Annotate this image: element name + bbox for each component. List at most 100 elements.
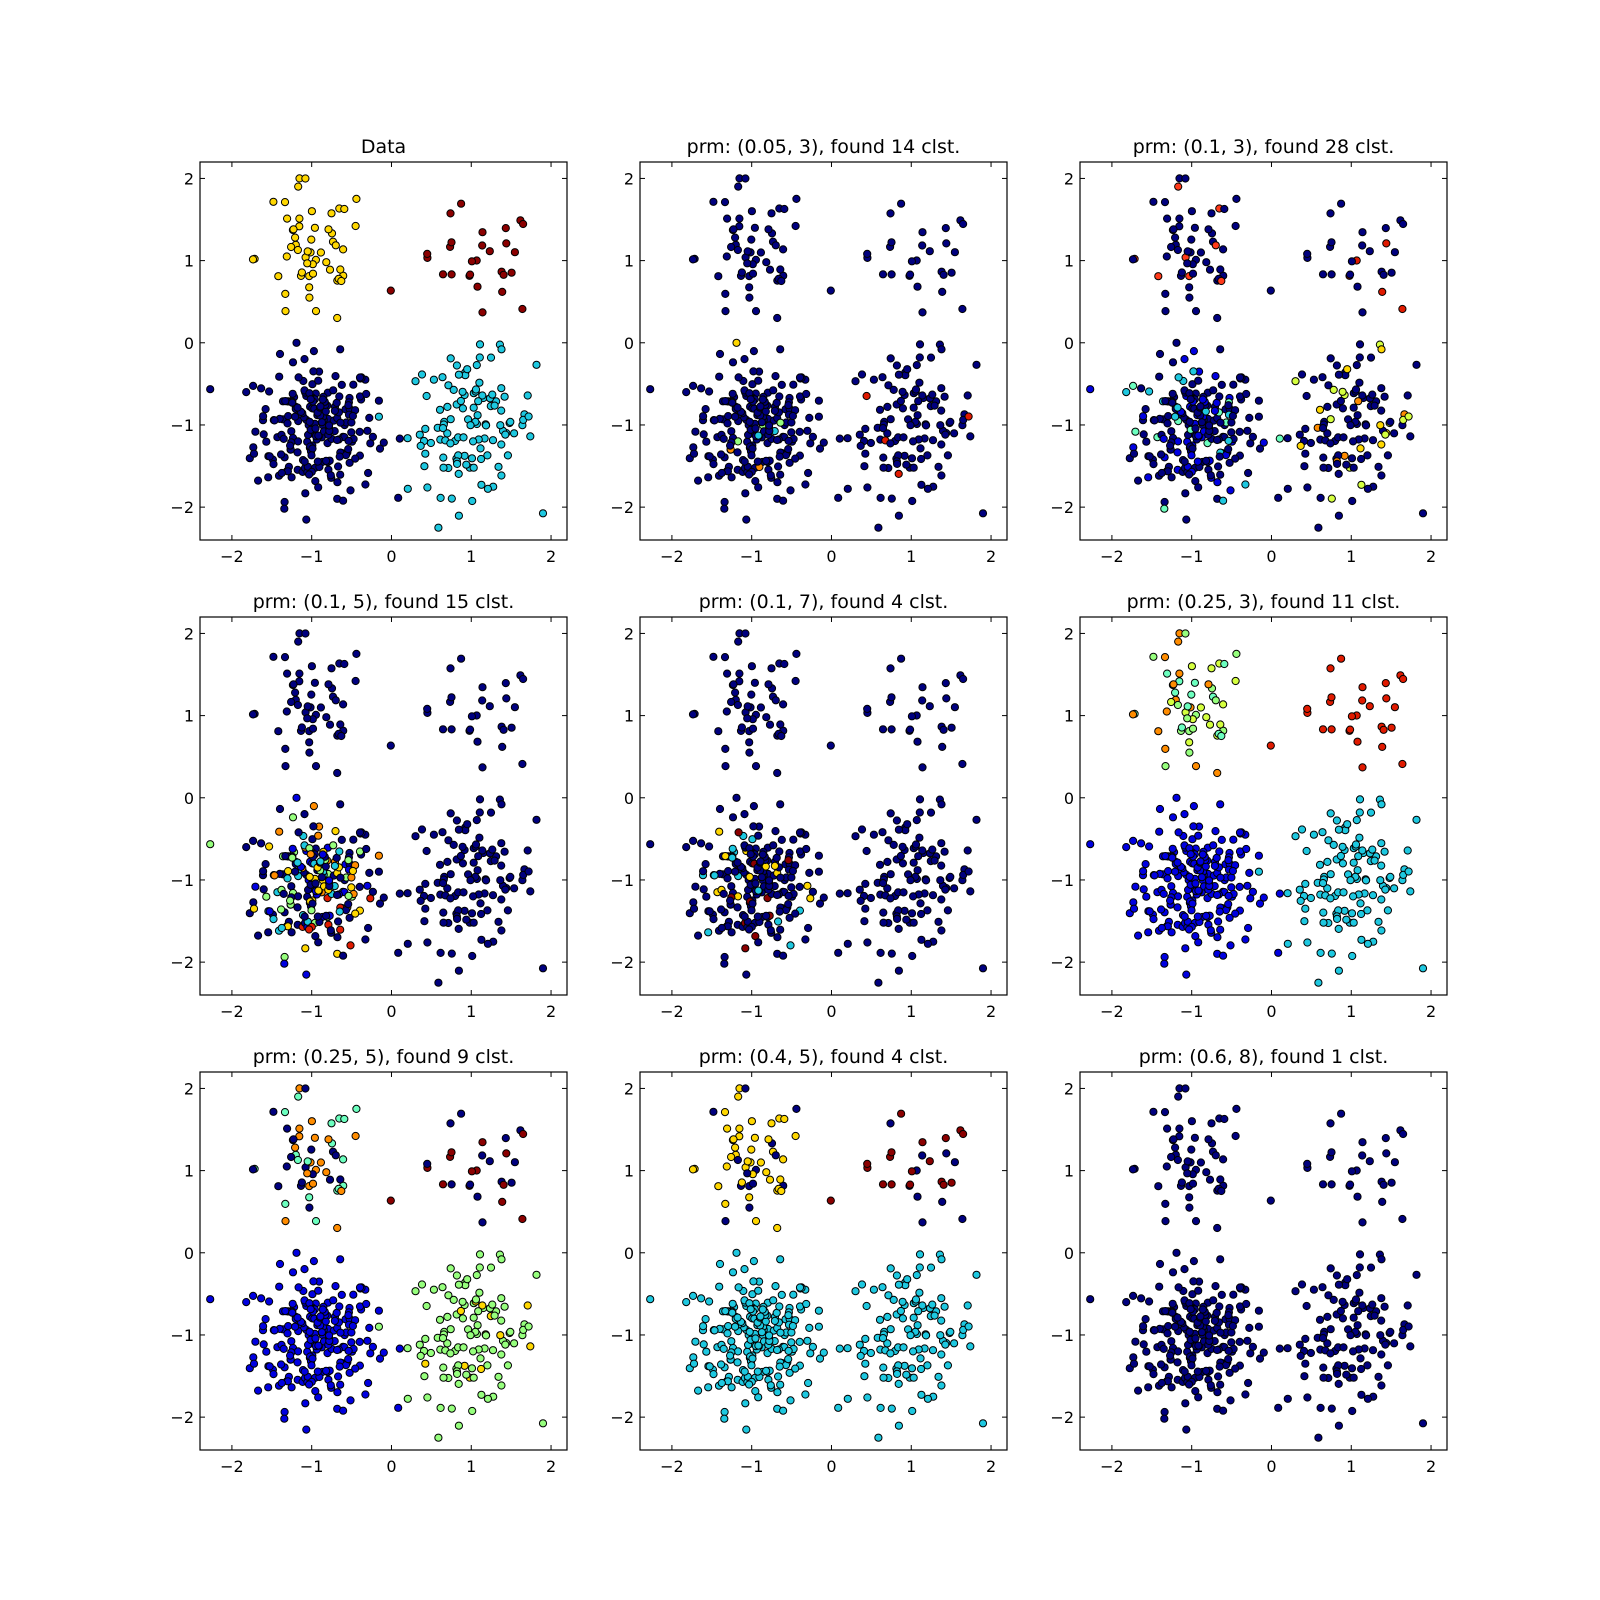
data-point — [779, 245, 788, 254]
data-point — [1224, 436, 1233, 445]
data-point — [1131, 427, 1140, 436]
data-point — [275, 372, 284, 381]
data-point — [264, 928, 273, 937]
data-point — [1349, 892, 1358, 901]
data-point — [337, 835, 346, 845]
data-point — [1216, 1175, 1225, 1184]
data-point — [1398, 759, 1407, 769]
data-point — [1355, 353, 1364, 362]
y-tick-label: 0 — [624, 334, 634, 353]
y-tick-label: −1 — [1050, 1326, 1074, 1345]
data-point — [875, 405, 885, 414]
data-point — [1207, 1119, 1216, 1128]
data-point — [1129, 904, 1139, 913]
data-point — [291, 233, 300, 242]
data-point — [1327, 1404, 1336, 1413]
data-point — [519, 1129, 528, 1139]
data-point — [336, 1328, 345, 1337]
data-point — [316, 703, 325, 712]
data-point — [765, 876, 774, 885]
data-point — [1339, 433, 1348, 442]
data-point — [355, 1337, 364, 1347]
data-point — [301, 1084, 310, 1093]
data-point — [787, 873, 796, 882]
data-point — [288, 813, 298, 822]
data-point — [262, 1347, 271, 1356]
data-point — [1204, 225, 1213, 234]
data-point — [896, 851, 906, 861]
data-point — [1370, 856, 1379, 865]
data-point — [366, 439, 375, 448]
data-point — [1160, 653, 1170, 662]
data-point — [862, 391, 871, 401]
data-point — [863, 1159, 872, 1169]
data-point — [1334, 469, 1343, 478]
data-point — [1412, 1270, 1421, 1279]
data-point — [1173, 858, 1182, 867]
data-point — [288, 1299, 297, 1308]
data-point — [452, 1271, 461, 1280]
data-point — [1185, 1380, 1194, 1389]
data-point — [1358, 228, 1367, 237]
data-point — [1296, 441, 1305, 450]
data-point — [720, 497, 729, 507]
data-point — [754, 1286, 763, 1295]
data-point — [307, 662, 316, 671]
x-tick-label: −1 — [740, 547, 764, 566]
data-point — [474, 1307, 483, 1316]
data-point — [1295, 1340, 1304, 1349]
data-point — [724, 1322, 733, 1331]
data-point — [1226, 1396, 1235, 1405]
data-point — [286, 441, 295, 450]
data-point — [1377, 1316, 1386, 1325]
data-point — [747, 235, 756, 244]
data-point — [1188, 269, 1198, 278]
data-point — [879, 918, 888, 927]
data-point — [346, 486, 355, 495]
data-point — [801, 1390, 810, 1399]
data-point — [1351, 1295, 1361, 1304]
data-point — [1185, 738, 1194, 747]
data-point — [863, 1393, 872, 1402]
data-point — [937, 1350, 946, 1359]
data-point — [751, 879, 760, 888]
data-point — [446, 1325, 455, 1334]
data-point — [733, 1313, 742, 1322]
data-point — [1363, 1394, 1373, 1403]
data-point — [734, 1092, 743, 1101]
data-point — [941, 430, 950, 439]
data-point — [936, 876, 945, 885]
data-point — [469, 892, 478, 901]
data-point — [497, 895, 506, 904]
data-point — [1185, 1193, 1194, 1202]
data-point — [1332, 816, 1342, 825]
data-point — [938, 1197, 947, 1207]
data-point — [776, 873, 785, 882]
data-point — [907, 1364, 917, 1373]
data-point — [907, 257, 917, 266]
points-group — [206, 1084, 548, 1442]
data-point — [472, 361, 481, 370]
data-point — [349, 1290, 358, 1299]
data-point — [1377, 1255, 1386, 1264]
data-point — [478, 308, 487, 317]
data-point — [293, 448, 302, 457]
data-point — [1189, 822, 1198, 831]
data-point — [1168, 389, 1177, 398]
data-point — [486, 1263, 496, 1272]
data-point — [1275, 889, 1284, 898]
data-point — [1254, 1322, 1264, 1331]
data-point — [1318, 879, 1328, 888]
data-point — [720, 653, 730, 662]
data-point — [913, 1192, 922, 1201]
data-point — [937, 1316, 946, 1325]
data-point — [449, 1295, 458, 1305]
data-point — [1171, 867, 1180, 876]
axes-frame — [1079, 1071, 1448, 1451]
data-point — [751, 1334, 760, 1343]
data-point — [751, 424, 760, 433]
data-point — [835, 889, 844, 898]
data-point — [352, 649, 361, 659]
data-point — [1209, 386, 1218, 395]
data-point — [1160, 497, 1169, 507]
